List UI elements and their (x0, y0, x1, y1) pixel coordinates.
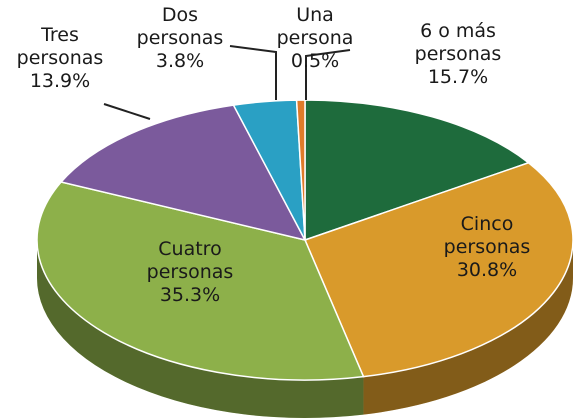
slice-side (363, 240, 573, 415)
slice-label: 6 o más personas 15.7% (388, 20, 528, 89)
category-label: Una persona (276, 4, 354, 49)
slice-label: Cinco personas 30.8% (422, 213, 552, 282)
value-label: 13.9% (29, 70, 91, 92)
slices (36, 99, 574, 418)
slice (59, 104, 307, 242)
slice (304, 99, 531, 242)
slice (303, 161, 574, 378)
category-label: Cinco personas (443, 213, 531, 258)
side-shade (37, 240, 364, 418)
leader-line (229, 45, 277, 100)
value-label: 3.8% (155, 50, 205, 72)
leader-line (103, 103, 151, 120)
side-shade (363, 240, 573, 415)
slice-label: Dos personas 3.8% (120, 4, 240, 73)
value-label: 35.3% (159, 284, 221, 306)
value-label: 30.8% (456, 259, 518, 281)
value-label: 15.7% (427, 66, 489, 88)
category-label: 6 o más personas (414, 20, 502, 65)
value-label: 0.5% (290, 50, 340, 72)
slice (36, 181, 365, 381)
leader-line (305, 49, 351, 100)
slice (295, 99, 306, 241)
slice-label: Cuatro personas 35.3% (120, 238, 260, 307)
category-label: Tres personas (16, 24, 104, 69)
category-label: Dos personas (136, 4, 224, 49)
category-label: Cuatro personas (146, 238, 234, 283)
slice-side (37, 240, 364, 418)
slice-label: Tres personas 13.9% (0, 24, 120, 93)
slice-label: Una persona 0.5% (258, 4, 373, 73)
